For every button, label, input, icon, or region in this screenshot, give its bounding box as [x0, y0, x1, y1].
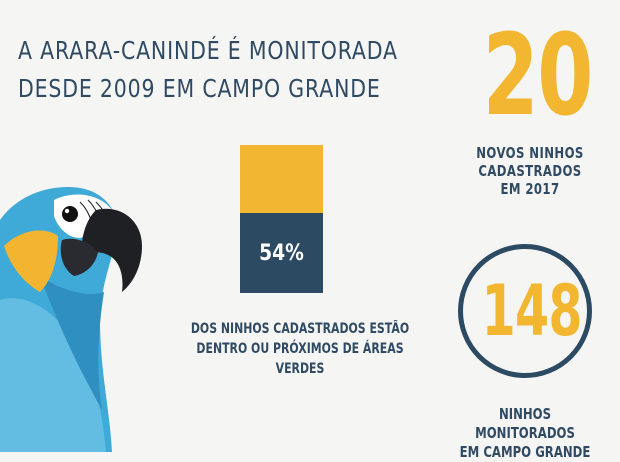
green-areas-percent: 54%: [259, 241, 304, 266]
monitored-nests-caption-line-2: EM CAMPO GRANDE: [459, 443, 591, 461]
green-areas-caption-line-2: DENTRO OU PRÓXIMOS DE ÁREAS VERDES: [196, 341, 404, 377]
green-areas-bar: 54%: [240, 145, 323, 293]
green-areas-caption: DOS NINHOS CADASTRADOS ESTÃO DENTRO OU P…: [179, 319, 421, 379]
macaw-yellow-cheek: [4, 230, 58, 292]
macaw-eye-shine: [64, 208, 70, 214]
green-areas-bar-fill: 54%: [240, 213, 323, 293]
macaw-neck-shadow: [40, 276, 104, 410]
macaw-body-highlight: [0, 298, 106, 452]
monitored-nests-number: 148: [481, 270, 583, 352]
monitored-nests-caption: NINHOS MONITORADOS EM CAMPO GRANDE: [451, 405, 599, 462]
green-areas-bar-remainder: [240, 145, 323, 213]
new-nests-number: 20: [482, 11, 594, 141]
macaw-lower-beak: [60, 238, 98, 276]
macaw-eye: [62, 206, 78, 222]
macaw-beak: [81, 208, 142, 292]
new-nests-caption-line-2: CADASTRADOS: [478, 162, 582, 180]
green-areas-caption-line-1: DOS NINHOS CADASTRADOS ESTÃO: [190, 321, 410, 337]
headline: A ARARA-CANINDÉ É MONITORADA DESDE 2009 …: [18, 32, 398, 108]
headline-line-1: A ARARA-CANINDÉ É MONITORADA: [18, 36, 398, 65]
new-nests-caption-line-1: NOVOS NINHOS: [476, 144, 584, 162]
headline-line-2: DESDE 2009 EM CAMPO GRANDE: [18, 74, 381, 103]
new-nests-caption-line-3: EM 2017: [500, 180, 560, 198]
monitored-nests-caption-line-1: NINHOS MONITORADOS: [475, 405, 575, 442]
monitored-nests-circle: 148: [458, 244, 592, 378]
macaw-illustration: [0, 187, 142, 452]
new-nests-caption: NOVOS NINHOS CADASTRADOS EM 2017: [460, 144, 600, 198]
